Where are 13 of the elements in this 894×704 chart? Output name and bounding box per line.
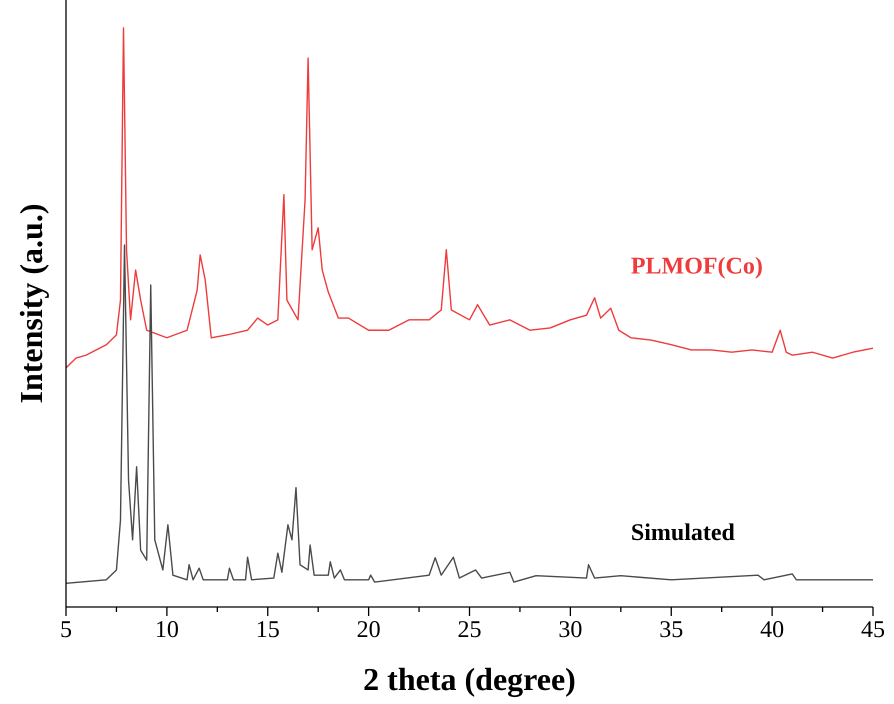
x-tick-label: 5 bbox=[60, 617, 72, 643]
x-tick-label: 40 bbox=[760, 617, 784, 643]
series-label: PLMOF(Co) bbox=[630, 253, 763, 280]
x-tick-label: 30 bbox=[558, 617, 582, 643]
series-label: Simulated bbox=[630, 520, 736, 546]
x-tick-label: 45 bbox=[861, 617, 885, 643]
y-axis-title: Intensity (a.u.) bbox=[13, 203, 49, 404]
x-axis-title: 2 theta (degree) bbox=[363, 661, 576, 698]
x-tick-label: 20 bbox=[356, 617, 381, 643]
x-tick-label: 25 bbox=[458, 617, 482, 643]
x-tick-label: 15 bbox=[256, 617, 280, 643]
x-tick-label: 10 bbox=[154, 617, 179, 643]
x-tick-label: 35 bbox=[659, 617, 684, 643]
